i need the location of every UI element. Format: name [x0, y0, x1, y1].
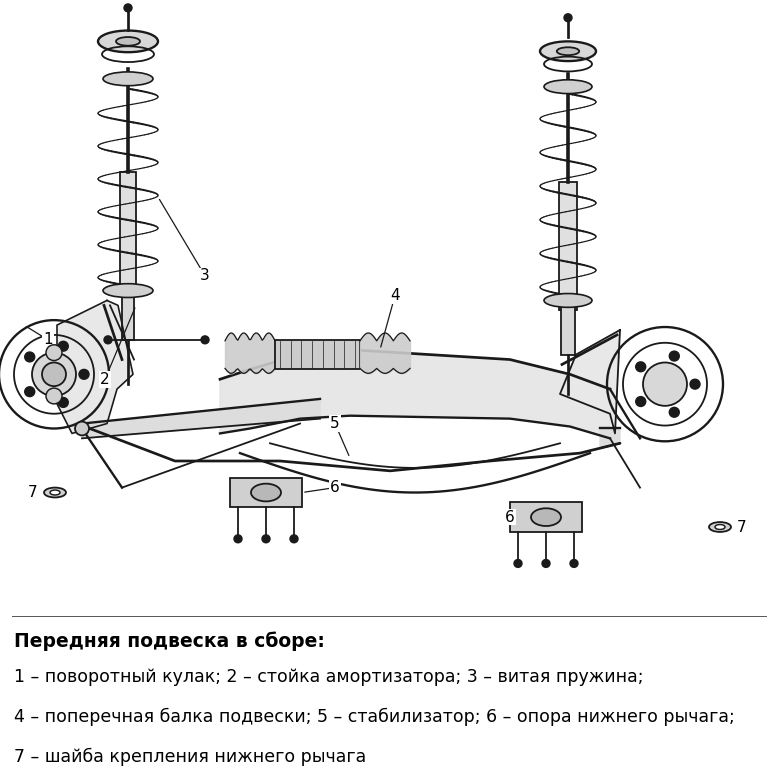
- Circle shape: [79, 370, 89, 379]
- Bar: [122, 291, 134, 340]
- Circle shape: [669, 351, 679, 361]
- Text: 4: 4: [391, 288, 400, 303]
- Polygon shape: [57, 300, 133, 433]
- Circle shape: [290, 535, 298, 543]
- Text: 4 – поперечная балка подвески; 5 – стабилизатор; 6 – опора нижнего рычага;: 4 – поперечная балка подвески; 5 – стаби…: [14, 708, 734, 726]
- Ellipse shape: [50, 490, 60, 495]
- Circle shape: [32, 352, 76, 396]
- Ellipse shape: [715, 524, 725, 530]
- Circle shape: [46, 388, 62, 404]
- Circle shape: [75, 422, 89, 436]
- Ellipse shape: [557, 47, 579, 55]
- Circle shape: [669, 408, 679, 417]
- Ellipse shape: [44, 488, 66, 497]
- Bar: [230, 478, 302, 507]
- Polygon shape: [220, 349, 610, 438]
- Text: Передняя подвеска в сборе:: Передняя подвеска в сборе:: [14, 632, 325, 651]
- Ellipse shape: [544, 293, 592, 307]
- Circle shape: [234, 535, 242, 543]
- Circle shape: [514, 559, 522, 567]
- Circle shape: [542, 559, 550, 567]
- Circle shape: [570, 559, 578, 567]
- Text: 6: 6: [505, 510, 515, 524]
- Circle shape: [46, 345, 62, 360]
- Text: 3: 3: [200, 268, 210, 283]
- Bar: [510, 503, 582, 532]
- Ellipse shape: [709, 522, 731, 532]
- Circle shape: [58, 342, 68, 351]
- Text: 1 – поворотный кулак; 2 – стойка амортизатора; 3 – витая пружина;: 1 – поворотный кулак; 2 – стойка амортиз…: [14, 668, 643, 686]
- Ellipse shape: [251, 484, 281, 501]
- Text: 7 – шайба крепления нижнего рычага: 7 – шайба крепления нижнего рычага: [14, 748, 366, 766]
- Ellipse shape: [531, 508, 561, 526]
- Text: 6: 6: [330, 480, 340, 495]
- Circle shape: [25, 387, 35, 397]
- Polygon shape: [560, 330, 620, 433]
- Circle shape: [643, 363, 687, 406]
- Circle shape: [25, 352, 35, 362]
- Circle shape: [636, 397, 646, 406]
- Circle shape: [201, 336, 209, 344]
- Circle shape: [58, 398, 68, 408]
- Bar: [275, 340, 360, 370]
- Text: 2: 2: [100, 372, 110, 387]
- Polygon shape: [600, 429, 620, 448]
- Bar: [559, 182, 577, 310]
- Circle shape: [690, 379, 700, 389]
- Ellipse shape: [116, 37, 140, 46]
- Ellipse shape: [544, 80, 592, 93]
- Circle shape: [564, 14, 572, 22]
- Circle shape: [124, 4, 132, 12]
- Text: 7: 7: [28, 485, 38, 500]
- Text: 5: 5: [330, 416, 340, 431]
- Text: 7: 7: [738, 520, 747, 534]
- Bar: [120, 173, 136, 291]
- Circle shape: [262, 535, 270, 543]
- Ellipse shape: [98, 30, 158, 52]
- Circle shape: [636, 362, 646, 372]
- Ellipse shape: [103, 284, 153, 297]
- Ellipse shape: [540, 41, 596, 61]
- Polygon shape: [82, 399, 320, 438]
- Bar: [561, 300, 575, 355]
- Circle shape: [104, 336, 112, 344]
- Text: 1: 1: [44, 332, 53, 347]
- Ellipse shape: [103, 72, 153, 86]
- Circle shape: [42, 363, 66, 386]
